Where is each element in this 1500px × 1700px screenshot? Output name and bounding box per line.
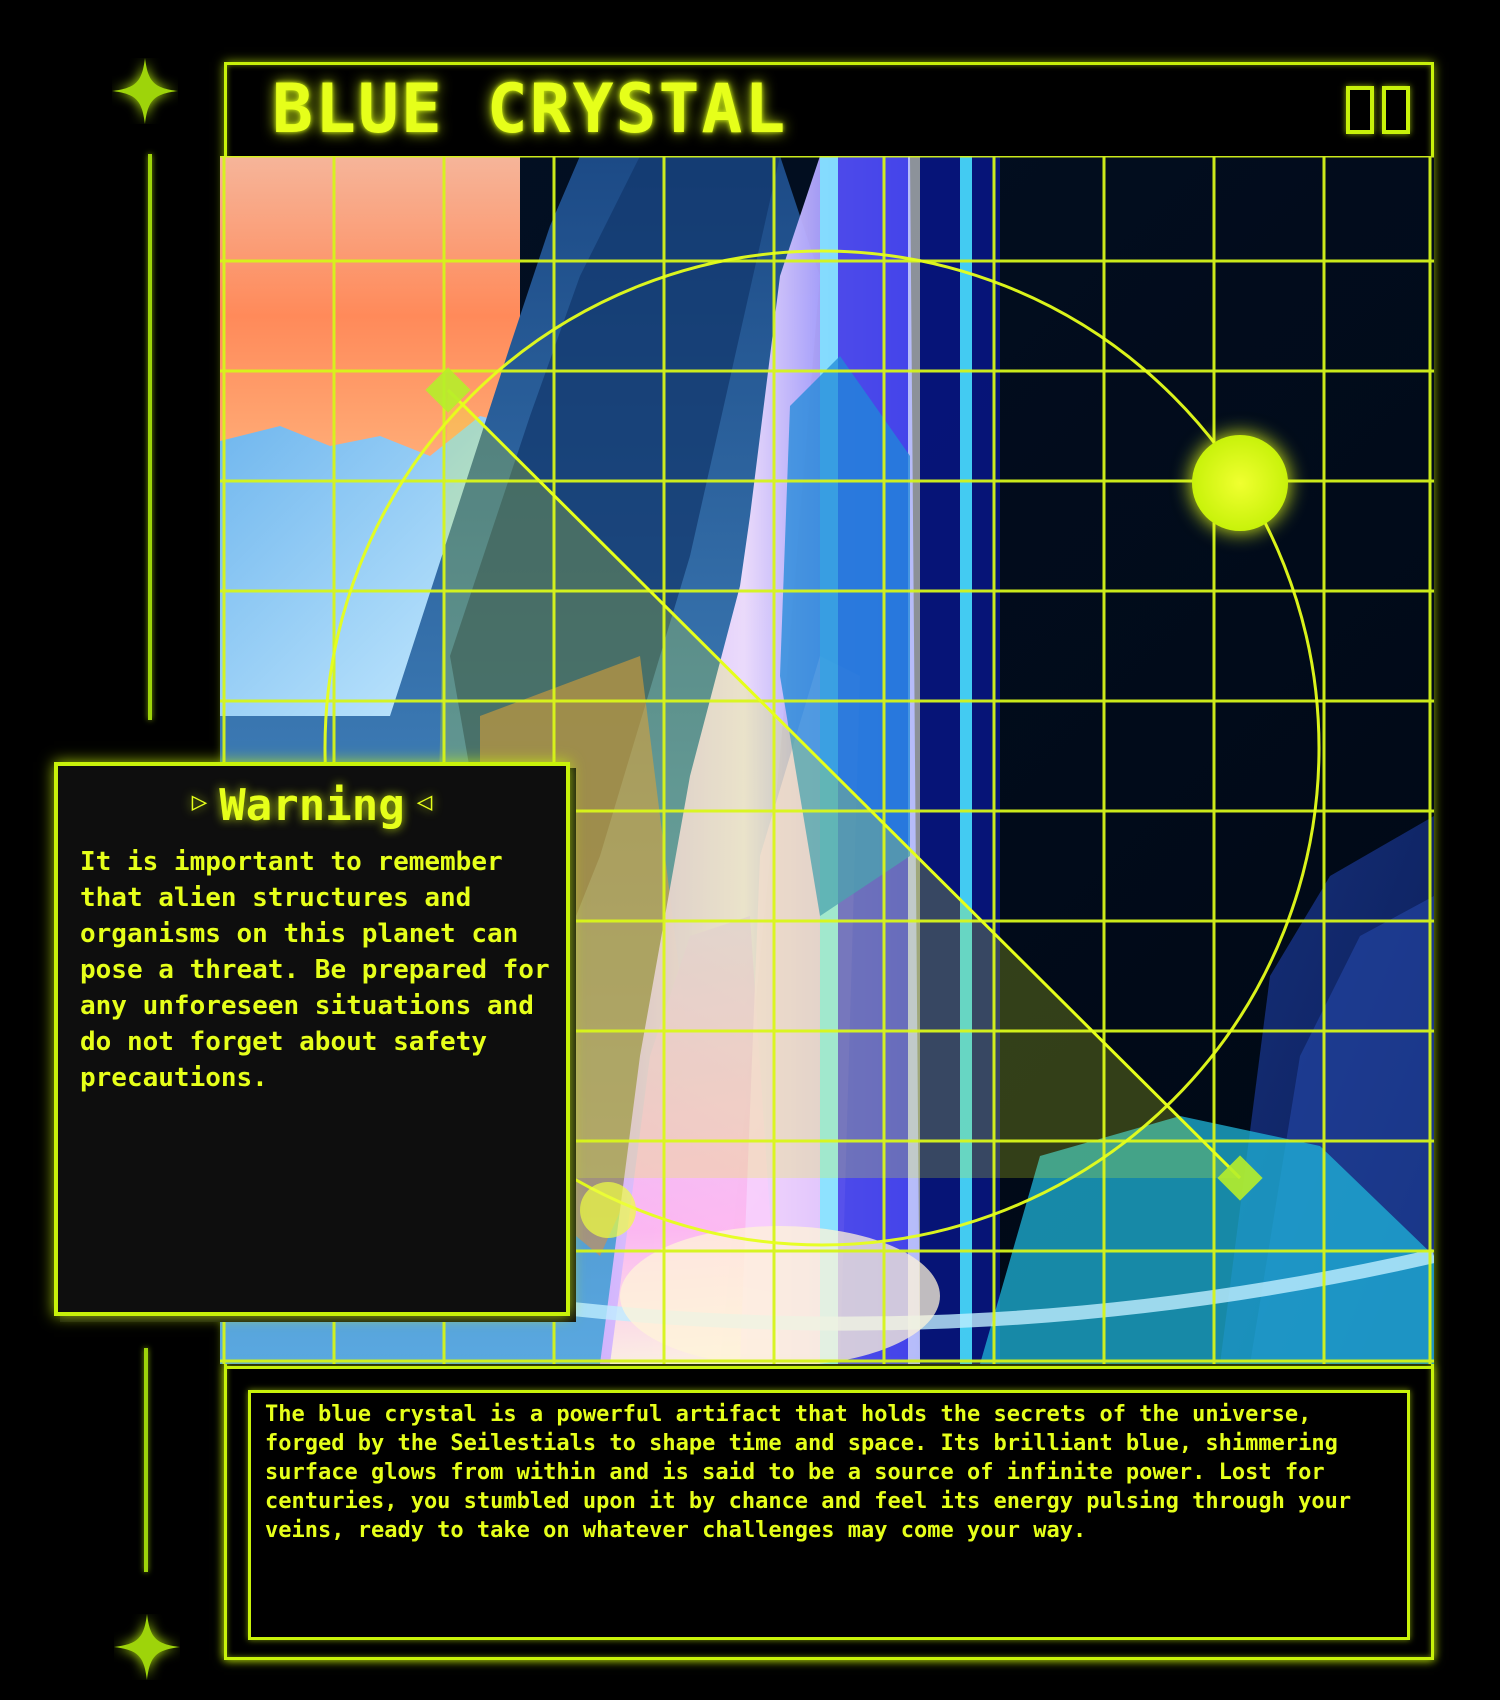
double-square-icon-left — [1346, 86, 1374, 134]
warning-panel: ▷ Warning ◁ It is important to remember th… — [54, 762, 570, 1316]
four-point-star-icon-top — [112, 58, 178, 124]
play-triangle-right-icon: ▷ — [191, 787, 208, 817]
description-box — [248, 1390, 1410, 1640]
description-frame — [224, 1366, 1434, 1660]
card-title: BLUE CRYSTAL — [272, 70, 788, 149]
warning-body: It is important to remember that alien s… — [80, 847, 550, 1093]
side-line-top — [148, 154, 152, 720]
four-point-star-icon-bottom — [114, 1614, 180, 1680]
side-line-bottom — [144, 1348, 148, 1572]
play-triangle-left-icon: ◁ — [416, 787, 433, 817]
warning-title: Warning — [219, 780, 405, 831]
description-text: The blue crystal is a powerful artifact … — [265, 1402, 1352, 1543]
double-square-icon-right — [1382, 86, 1410, 134]
warning-header: ▷ Warning ◁ — [58, 780, 566, 831]
